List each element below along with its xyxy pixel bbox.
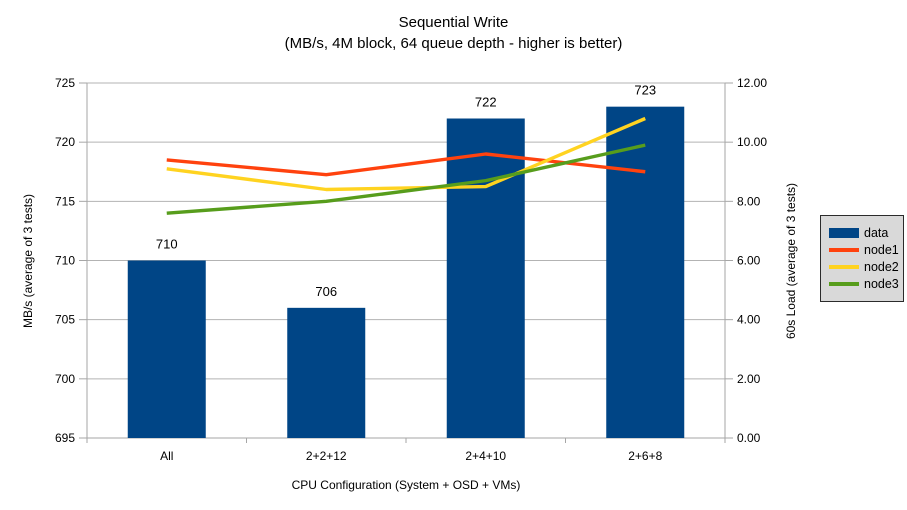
x-axis-title: CPU Configuration (System + OSD + VMs) [291, 478, 521, 492]
bar-data [606, 106, 685, 439]
chart-subtitle: (MB/s, 4M block, 64 queue depth - higher… [284, 35, 623, 52]
y-axis-title-left: MB/s (average of 3 tests) [21, 193, 35, 329]
legend-label-data: data [864, 226, 889, 240]
x-axis-category-label: All [160, 449, 173, 463]
chart-title: Sequential Write [398, 14, 509, 31]
y-axis-right-tick-label: 12.00 [737, 76, 767, 90]
y-axis-right-tick-label: 0.00 [737, 431, 761, 445]
y-axis-right-tick-label: 2.00 [737, 372, 761, 386]
x-axis-category-label: 2+2+12 [306, 449, 347, 463]
legend-swatch-line-icon [829, 248, 859, 252]
legend-label-node1: node1 [864, 243, 899, 257]
legend-item-node2: node2 [829, 259, 899, 275]
y-axis-left-tick-label: 710 [55, 254, 75, 268]
bar-value-label: 723 [634, 83, 656, 98]
bar-value-label: 710 [156, 237, 178, 252]
chart-title-block: Sequential Write (MB/s, 4M block, 64 que… [0, 12, 907, 54]
legend: data node1 node2 node3 [820, 215, 904, 302]
bar-value-label: 722 [475, 95, 497, 110]
legend-swatch-line-icon [829, 265, 859, 269]
y-axis-left-tick-label: 725 [55, 76, 75, 90]
bar-data [287, 307, 366, 438]
x-axis-category-label: 2+4+10 [465, 449, 506, 463]
legend-label-node3: node3 [864, 277, 899, 291]
bar-data [446, 118, 525, 438]
line-node1 [166, 152, 646, 177]
y-axis-left-tick-label: 700 [55, 372, 75, 386]
legend-swatch-line-icon [829, 282, 859, 286]
legend-item-node1: node1 [829, 242, 899, 258]
line-node3 [166, 143, 646, 215]
legend-item-data: data [829, 225, 897, 241]
y-axis-right-tick-label: 8.00 [737, 194, 761, 208]
y-axis-title-right: 60s Load (average of 3 tests) [784, 182, 798, 340]
x-axis-category-label: 2+6+8 [628, 449, 662, 463]
legend-swatch-bar-icon [829, 228, 859, 238]
bar-data [127, 260, 206, 438]
bar-value-label: 706 [315, 284, 337, 299]
y-axis-left-tick-label: 715 [55, 194, 75, 208]
line-node2 [166, 116, 646, 192]
y-axis-right-tick-label: 4.00 [737, 313, 761, 327]
y-axis-left-tick-label: 695 [55, 431, 75, 445]
y-axis-left-tick-label: 720 [55, 135, 75, 149]
legend-item-node3: node3 [829, 276, 899, 292]
y-axis-left-tick-label: 705 [55, 313, 75, 327]
y-axis-right-tick-label: 6.00 [737, 254, 761, 268]
legend-label-node2: node2 [864, 260, 899, 274]
y-axis-right-tick-label: 10.00 [737, 135, 767, 149]
